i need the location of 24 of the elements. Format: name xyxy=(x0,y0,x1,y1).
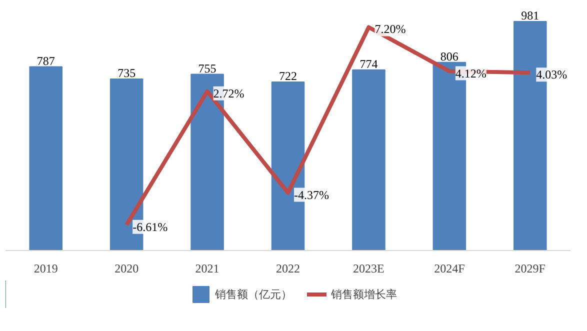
data-label: -4.37% xyxy=(294,188,329,202)
data-label: 787 xyxy=(36,54,55,68)
bar xyxy=(352,69,386,250)
x-tick-label: 2020 xyxy=(114,262,139,276)
data-label: 806 xyxy=(440,49,458,64)
data-label: 735 xyxy=(118,66,136,80)
x-tick-label: 2019 xyxy=(34,262,58,276)
data-label: 981 xyxy=(521,8,540,23)
legend-label: 销售额（亿元） xyxy=(215,288,292,302)
data-label: 722 xyxy=(279,68,297,83)
data-label: 7.20% xyxy=(374,22,406,36)
bar xyxy=(29,66,62,250)
x-tick-label: 2021 xyxy=(195,262,220,276)
x-tick-label: 2022 xyxy=(276,262,300,276)
data-label: 774 xyxy=(360,56,378,71)
data-label: 2.72% xyxy=(213,86,244,100)
legend-label: 销售额增长率 xyxy=(331,288,397,302)
x-tick-label: 2023E xyxy=(353,262,384,276)
x-tick-label: 2029F xyxy=(514,262,546,276)
data-label: 4.03% xyxy=(536,68,568,82)
data-label: -6.61% xyxy=(132,220,168,234)
data-label: 4.12% xyxy=(455,66,486,80)
data-label: 755 xyxy=(198,61,216,76)
x-tick-label: 2024F xyxy=(434,262,466,276)
